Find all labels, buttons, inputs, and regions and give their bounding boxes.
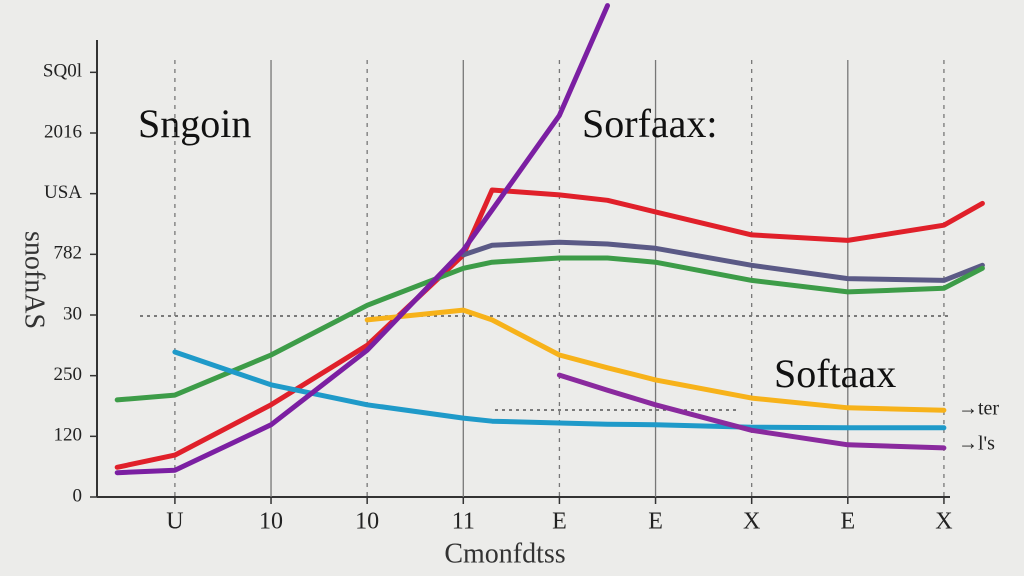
x-tick-label: 11	[452, 509, 475, 535]
y-tick-label: 2016	[44, 121, 82, 142]
x-tick-label: E	[840, 509, 855, 535]
x-tick-label: E	[648, 509, 663, 535]
data-line	[114, 187, 985, 470]
y-tick-label: SQ0l	[43, 61, 82, 82]
data-line	[364, 307, 947, 413]
y-tick-label: 120	[54, 425, 83, 446]
x-tick-label: U	[166, 509, 183, 535]
chart-title: Sngoin	[138, 101, 251, 146]
x-tick-label: 10	[259, 509, 283, 535]
data-line	[556, 372, 947, 451]
y-tick-label: 0	[73, 485, 83, 506]
x-tick-label: X	[935, 509, 952, 535]
y-tick-label: USA	[44, 182, 82, 203]
data-line	[114, 255, 985, 403]
y-tick-label: 30	[63, 303, 82, 324]
x-axis-label: Cmonfdtss	[444, 538, 565, 569]
annotation: →l's	[958, 433, 995, 455]
data-line	[172, 349, 947, 431]
x-tick-label: 10	[355, 509, 379, 535]
data-line	[114, 3, 610, 476]
annotation: Sorfaax:	[582, 101, 718, 146]
y-tick-label: 782	[54, 243, 83, 264]
x-tick-label: E	[552, 509, 567, 535]
x-tick-label: X	[743, 509, 760, 535]
annotation: →ter	[958, 398, 999, 420]
y-axis-label: snofnAS	[19, 231, 50, 329]
y-tick-label: 250	[54, 364, 83, 385]
annotation: Softaax	[774, 351, 896, 396]
data-line	[460, 239, 985, 283]
